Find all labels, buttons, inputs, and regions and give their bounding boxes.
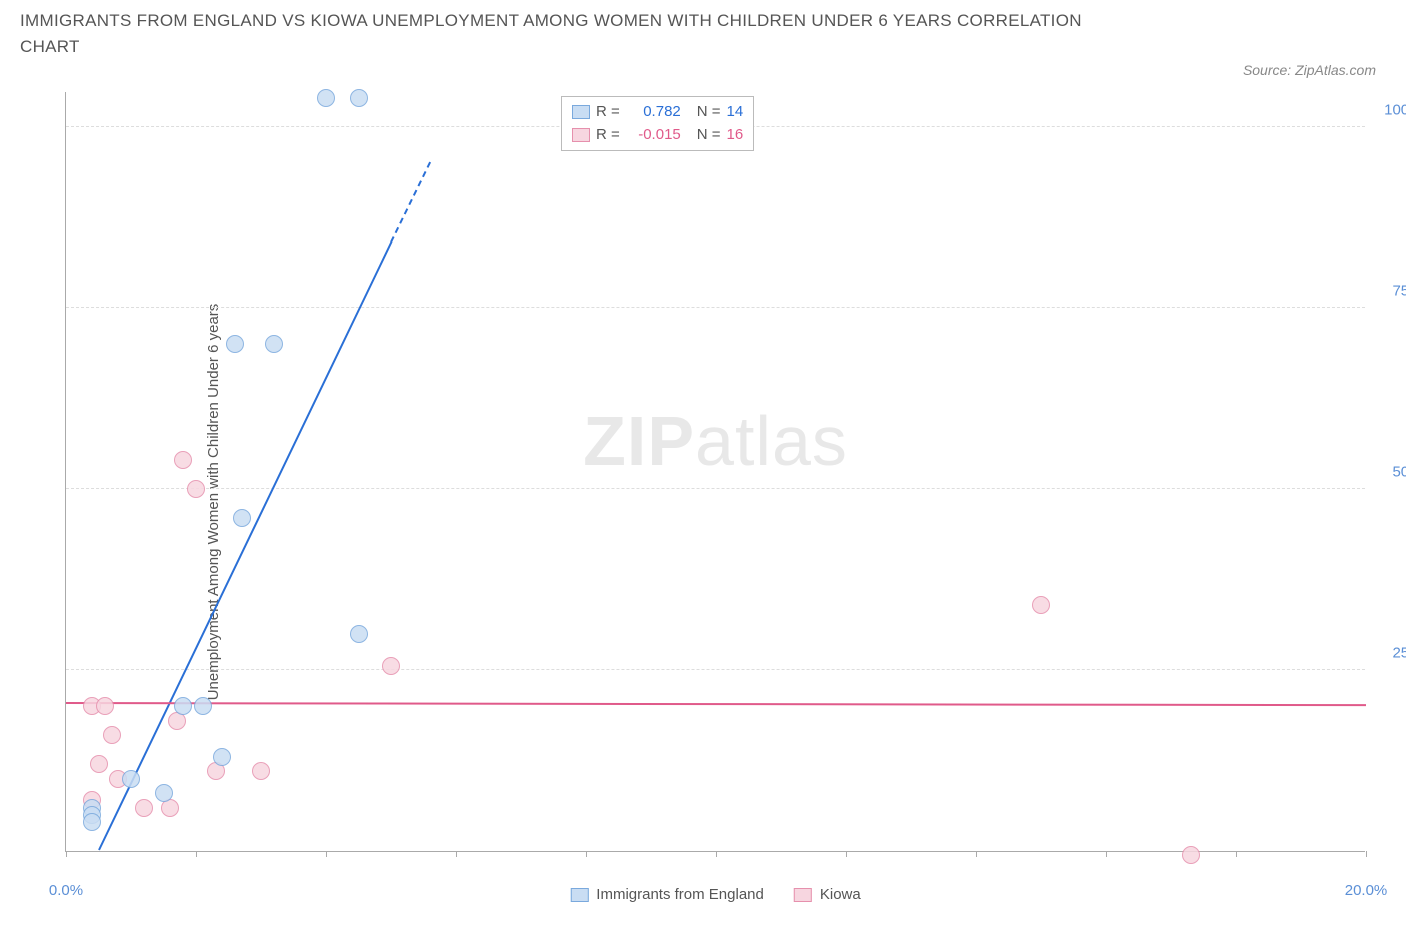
x-tick-mark xyxy=(716,851,717,857)
y-tick-label: 75.0% xyxy=(1375,283,1406,300)
x-tick-mark xyxy=(196,851,197,857)
legend-swatch xyxy=(572,128,590,142)
legend-swatch xyxy=(572,105,590,119)
data-point xyxy=(233,509,251,527)
data-point xyxy=(194,697,212,715)
x-tick-mark xyxy=(326,851,327,857)
series-legend-item: Immigrants from England xyxy=(570,886,764,903)
data-point xyxy=(252,762,270,780)
chart-container: Unemployment Among Women with Children U… xyxy=(20,92,1386,912)
data-point xyxy=(103,726,121,744)
data-point xyxy=(174,451,192,469)
data-point xyxy=(155,784,173,802)
data-point xyxy=(1032,596,1050,614)
y-tick-label: 100.0% xyxy=(1375,102,1406,119)
data-point xyxy=(135,799,153,817)
source-attribution: Source: ZipAtlas.com xyxy=(1243,62,1376,78)
data-point xyxy=(350,625,368,643)
stats-legend-row: R =-0.015N =16 xyxy=(572,124,743,147)
gridline xyxy=(66,669,1365,670)
data-point xyxy=(83,813,101,831)
data-point xyxy=(122,770,140,788)
y-tick-label: 25.0% xyxy=(1375,645,1406,662)
data-point xyxy=(213,748,231,766)
data-point xyxy=(90,755,108,773)
x-tick-mark xyxy=(1236,851,1237,857)
x-tick-mark xyxy=(976,851,977,857)
chart-title: IMMIGRANTS FROM ENGLAND VS KIOWA UNEMPLO… xyxy=(20,8,1120,59)
data-point xyxy=(350,89,368,107)
stats-legend-row: R =0.782N =14 xyxy=(572,101,743,124)
gridline xyxy=(66,488,1365,489)
series-legend: Immigrants from England Kiowa xyxy=(570,886,860,903)
gridline xyxy=(66,307,1365,308)
data-point xyxy=(1182,846,1200,864)
x-tick-mark xyxy=(1366,851,1367,857)
x-tick-mark xyxy=(846,851,847,857)
plot-area: ZIPatlas 25.0%50.0%75.0%100.0%0.0%20.0%R… xyxy=(65,92,1365,852)
trend-line xyxy=(390,162,431,242)
trend-line xyxy=(66,702,1366,706)
data-point xyxy=(317,89,335,107)
data-point xyxy=(96,697,114,715)
legend-swatch xyxy=(794,888,812,902)
stats-legend: R =0.782N =14R =-0.015N =16 xyxy=(561,96,754,151)
x-tick-label: 20.0% xyxy=(1345,882,1388,899)
data-point xyxy=(226,335,244,353)
trend-line xyxy=(98,242,392,851)
series-legend-item: Kiowa xyxy=(794,886,861,903)
x-tick-label: 0.0% xyxy=(49,882,83,899)
x-tick-mark xyxy=(586,851,587,857)
data-point xyxy=(187,480,205,498)
data-point xyxy=(382,657,400,675)
y-tick-label: 50.0% xyxy=(1375,464,1406,481)
x-tick-mark xyxy=(66,851,67,857)
data-point xyxy=(174,697,192,715)
data-point xyxy=(265,335,283,353)
x-tick-mark xyxy=(1106,851,1107,857)
watermark: ZIPatlas xyxy=(583,401,848,481)
legend-swatch xyxy=(570,888,588,902)
x-tick-mark xyxy=(456,851,457,857)
